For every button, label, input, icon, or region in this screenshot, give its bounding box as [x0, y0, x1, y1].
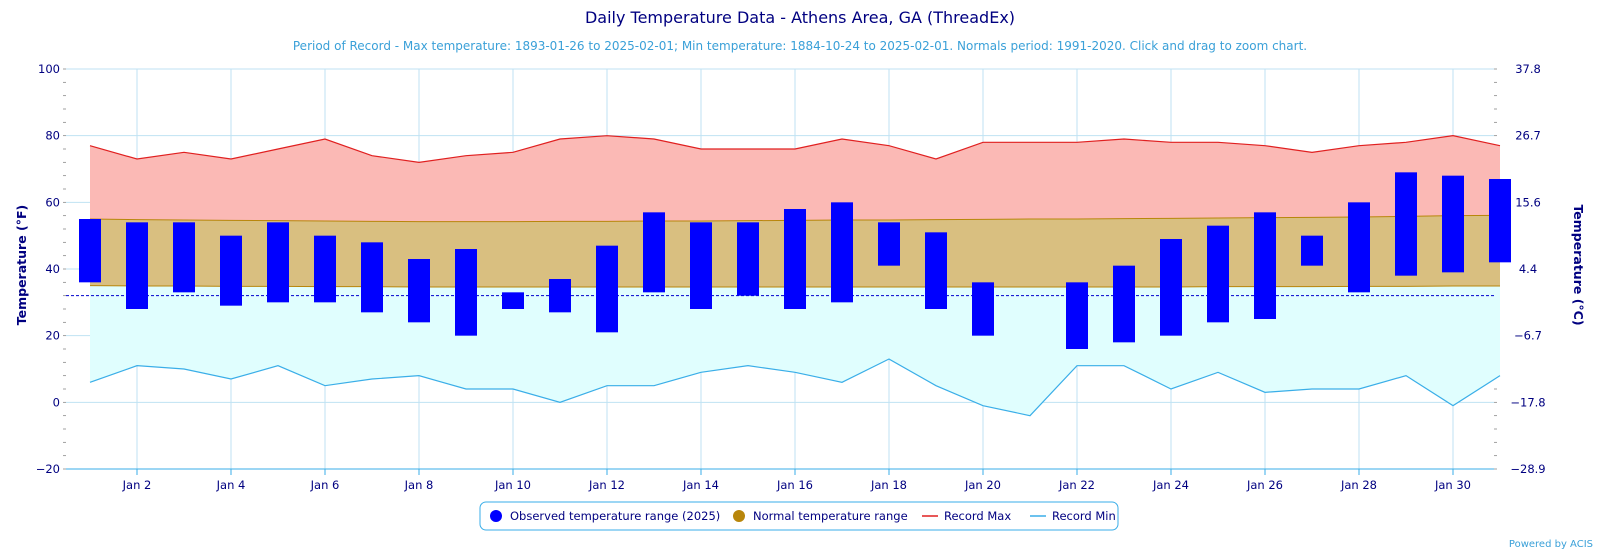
observed-bar[interactable] [502, 292, 524, 309]
x-tick-label: Jan 28 [1340, 478, 1377, 492]
observed-bar[interactable] [1254, 212, 1276, 319]
x-axis: Jan 2 Jan 4 Jan 6 Jan 8 Jan 10 Jan 12 Jan 14 Ja… [66, 468, 1494, 492]
observed-bar[interactable] [1301, 235, 1323, 266]
range-areas [66, 135, 1501, 417]
observed-bar[interactable] [173, 222, 195, 293]
observed-bar[interactable] [831, 202, 853, 303]
x-tick-label: Jan 30 [1434, 478, 1471, 492]
y-tick-label-right: −17.8 [1510, 395, 1545, 409]
y-tick-label-right: −6.7 [1514, 329, 1542, 343]
observed-bar[interactable] [972, 282, 994, 336]
observed-bar[interactable] [79, 219, 101, 283]
legend-record-max-label[interactable]: Record Max [944, 509, 1011, 523]
record-max-area [90, 135, 1500, 222]
observed-bar[interactable] [267, 222, 289, 303]
observed-bar[interactable] [1348, 202, 1370, 293]
legend-observed-icon [490, 510, 502, 522]
y-tick-label-right: 15.6 [1515, 195, 1541, 209]
observed-bar[interactable] [1489, 179, 1511, 263]
observed-bar[interactable] [690, 222, 712, 309]
observed-bar[interactable] [408, 259, 430, 323]
x-tick-label: Jan 10 [494, 478, 531, 492]
y-tick-label-right: 4.4 [1519, 262, 1537, 276]
observed-bar[interactable] [455, 249, 477, 336]
x-tick-label: Jan 6 [310, 478, 340, 492]
legend-normal-icon [733, 510, 745, 522]
y-tick-label-left: 40 [45, 262, 60, 276]
observed-bar[interactable] [643, 212, 665, 293]
observed-bar[interactable] [784, 209, 806, 309]
observed-bar[interactable] [126, 222, 148, 309]
x-tick-label: Jan 24 [1152, 478, 1189, 492]
x-tick-label: Jan 22 [1058, 478, 1095, 492]
y-tick-label-left: 60 [45, 195, 60, 209]
observed-bar[interactable] [925, 232, 947, 309]
y-tick-label-left: −20 [36, 462, 60, 476]
x-tick-label: Jan 20 [964, 478, 1001, 492]
chart-legend[interactable]: Observed temperature range (2025) Normal… [479, 501, 1119, 531]
legend-observed-label[interactable]: Observed temperature range (2025) [510, 509, 720, 523]
observed-bar[interactable] [220, 235, 242, 306]
chart-subtitle: Period of Record - Max temperature: 1893… [293, 39, 1307, 53]
x-tick-label: Jan 18 [870, 478, 907, 492]
legend-normal-label[interactable]: Normal temperature range [753, 509, 908, 523]
y-tick-label-left: 20 [45, 329, 60, 343]
credit-link[interactable]: Powered by ACIS [1509, 539, 1593, 550]
legend-box [479, 501, 1119, 531]
observed-bar[interactable] [1066, 282, 1088, 349]
y-tick-label-right: −28.9 [1510, 462, 1545, 476]
y-axis-title-left: Temperature (°F) [14, 205, 29, 325]
y-axis-title-right: Temperature (°C) [1571, 204, 1586, 325]
record-max-line [89, 135, 1501, 163]
y-tick-label-right: 26.7 [1515, 129, 1541, 143]
observed-bar[interactable] [314, 235, 336, 303]
x-tick-label: Jan 14 [682, 478, 719, 492]
observed-bar[interactable] [596, 245, 618, 333]
observed-bar[interactable] [1395, 172, 1417, 276]
observed-bar[interactable] [1113, 265, 1135, 343]
y-tick-label-left: 0 [53, 395, 60, 409]
observed-bars[interactable] [79, 172, 1511, 349]
observed-bar[interactable] [1442, 175, 1464, 273]
x-tick-label: Jan 4 [216, 478, 246, 492]
x-tick-label: Jan 2 [122, 478, 152, 492]
observed-bar[interactable] [878, 222, 900, 266]
record-min-area [90, 285, 1500, 416]
y-axis-right: 37.8 26.7 15.6 4.4 −6.7 −17.8 −28.9 [1510, 62, 1545, 476]
x-tick-label: Jan 16 [776, 478, 813, 492]
x-tick-label: Jan 12 [588, 478, 625, 492]
y-tick-label-left: 80 [45, 129, 60, 143]
record-min-line [89, 358, 1501, 417]
observed-bar[interactable] [1207, 225, 1229, 323]
observed-bar[interactable] [1160, 239, 1182, 336]
observed-bar[interactable] [361, 242, 383, 313]
y-axis-left: 100 80 60 40 20 0 −20 [36, 62, 60, 476]
legend-record-min-label[interactable]: Record Min [1052, 509, 1116, 523]
y-tick-label-left: 100 [38, 62, 60, 76]
observed-bar[interactable] [549, 279, 571, 313]
y-tick-label-right: 37.8 [1515, 62, 1541, 76]
x-tick-label: Jan 26 [1246, 478, 1283, 492]
chart-title: Daily Temperature Data - Athens Area, GA… [585, 8, 1015, 27]
x-tick-label: Jan 8 [404, 478, 434, 492]
observed-bar[interactable] [737, 222, 759, 296]
